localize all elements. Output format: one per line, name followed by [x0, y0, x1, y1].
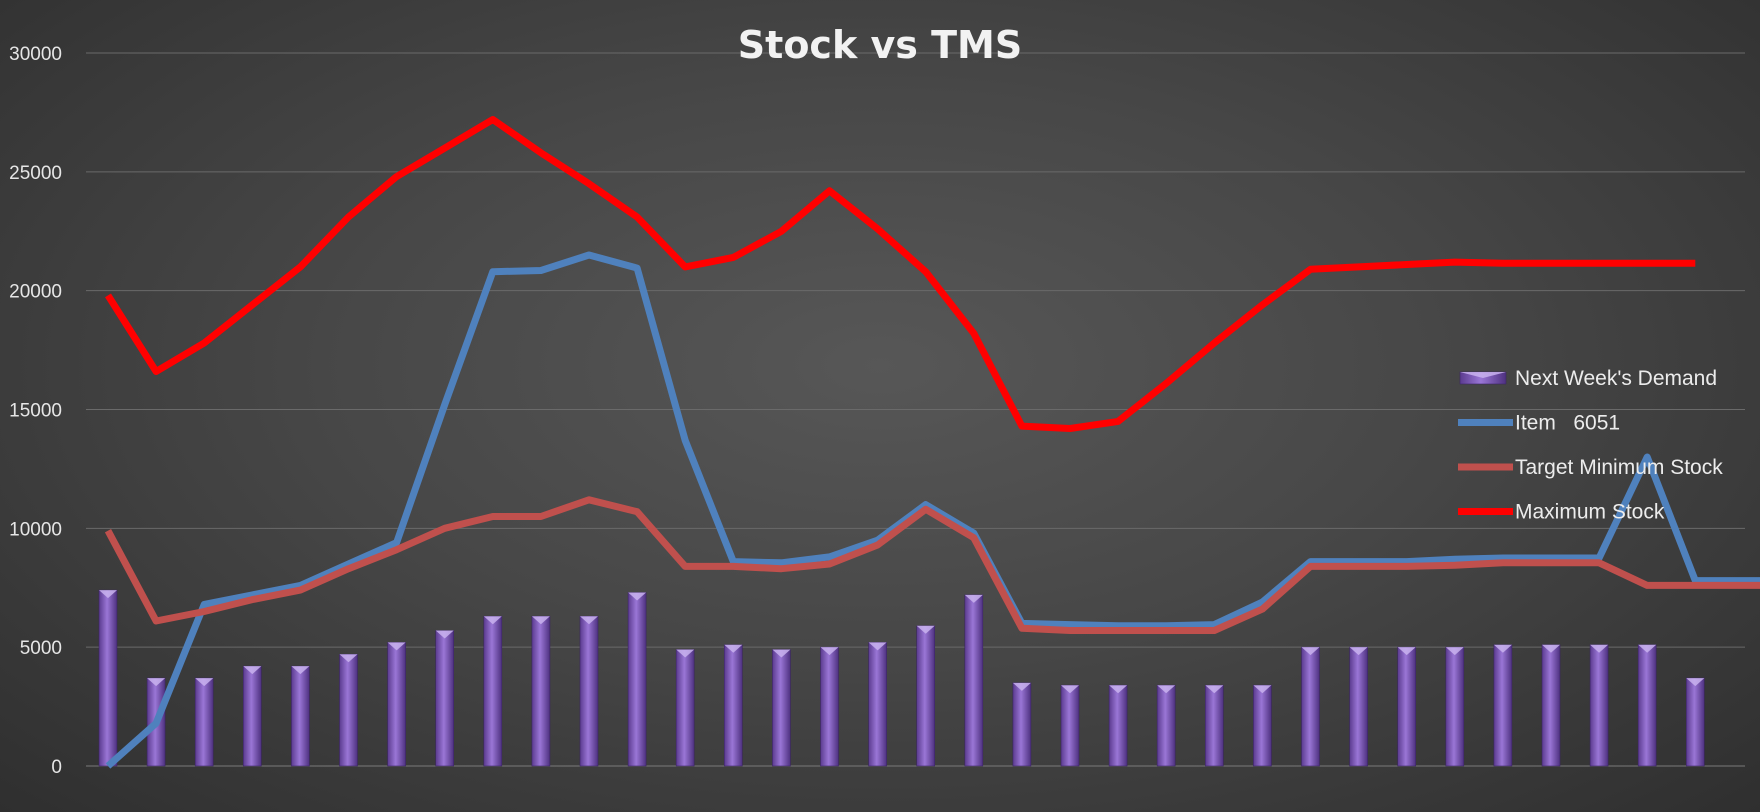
legend-label: Target Minimum Stock — [1515, 456, 1723, 479]
bar — [723, 644, 743, 767]
bar-cap — [1445, 647, 1464, 656]
chart-title: Stock vs TMS — [738, 23, 1022, 67]
bar — [531, 615, 551, 767]
bar-cap — [676, 649, 695, 658]
legend-label: Item 6051 — [1515, 412, 1620, 435]
bar-cap — [291, 666, 310, 675]
bar — [579, 615, 599, 767]
series-line — [105, 116, 1696, 432]
y-tick-label: 0 — [51, 757, 62, 778]
bar — [194, 677, 214, 767]
bar-cap — [1493, 644, 1512, 653]
bar — [1349, 646, 1368, 767]
bar-cap — [580, 616, 598, 625]
bar-cap — [1157, 685, 1176, 694]
legend: Next Week's Demand Item 6051 Target Minimu… — [1458, 367, 1723, 524]
bar-cap — [1397, 647, 1416, 656]
bar — [964, 594, 984, 767]
bar — [868, 642, 887, 767]
bar-cap — [916, 625, 935, 634]
bar — [1541, 644, 1561, 767]
y-tick-label: 15000 — [9, 401, 62, 422]
line-series — [104, 116, 1760, 769]
y-axis: 0 5000 10000 15000 20000 25000 30000 — [9, 44, 62, 778]
bar-cap — [339, 654, 358, 663]
bar — [1012, 682, 1032, 767]
bar-cap — [724, 644, 743, 653]
bar — [435, 630, 455, 767]
bar-cap — [483, 616, 502, 625]
bar — [1397, 646, 1416, 767]
legend-swatch-cap — [1460, 372, 1506, 378]
bar-cap — [1012, 682, 1031, 691]
bar — [1253, 684, 1272, 767]
bar — [772, 649, 791, 767]
bar-cap — [243, 666, 262, 675]
y-tick-label: 5000 — [20, 638, 62, 659]
bar — [243, 665, 262, 767]
bar-cap — [820, 647, 839, 656]
bar-cap — [1349, 647, 1368, 656]
series-line — [104, 496, 1760, 634]
bar — [1060, 684, 1080, 767]
bar — [1301, 646, 1320, 767]
bar-cap — [531, 616, 550, 625]
bar — [1205, 684, 1224, 767]
bar — [916, 625, 936, 767]
bar — [483, 615, 503, 767]
bar — [1637, 644, 1657, 767]
bar-cap — [1542, 644, 1560, 653]
bar-cap — [1686, 678, 1705, 687]
legend-label: Maximum Stock — [1515, 501, 1665, 524]
bar-cap — [435, 630, 454, 639]
bar-cap — [387, 642, 406, 651]
bar — [627, 592, 647, 767]
y-tick-label: 30000 — [9, 44, 62, 65]
bar-cap — [1205, 685, 1224, 694]
bar-cap — [1253, 685, 1272, 694]
bar — [387, 642, 406, 767]
bar — [1686, 677, 1705, 767]
bar-cap — [772, 649, 791, 658]
bar — [675, 649, 695, 767]
bar — [820, 646, 839, 767]
bar — [1156, 684, 1176, 767]
bar-cap — [99, 590, 117, 599]
bar-cap — [1301, 647, 1320, 656]
bar — [1493, 644, 1513, 767]
bar-cap — [1061, 685, 1079, 694]
bar-series — [98, 589, 1705, 767]
y-tick-label: 20000 — [9, 282, 62, 303]
bar-cap — [964, 594, 983, 603]
bar-cap — [628, 592, 647, 601]
gridlines — [86, 52, 1745, 767]
bar — [1589, 644, 1609, 767]
bar-cap — [1590, 644, 1609, 653]
bar-cap — [1109, 685, 1128, 694]
bar — [291, 665, 310, 767]
y-tick-label: 25000 — [9, 163, 62, 184]
legend-label: Next Week's Demand — [1515, 367, 1717, 390]
bar-cap — [868, 642, 887, 651]
bar-cap — [1638, 644, 1657, 653]
series-line — [105, 251, 1760, 769]
bar-cap — [147, 678, 166, 687]
bar — [1108, 684, 1128, 767]
bar — [339, 653, 358, 767]
bar-cap — [195, 678, 214, 687]
bar — [98, 589, 118, 767]
bar — [1445, 646, 1465, 767]
y-tick-label: 10000 — [9, 519, 62, 540]
